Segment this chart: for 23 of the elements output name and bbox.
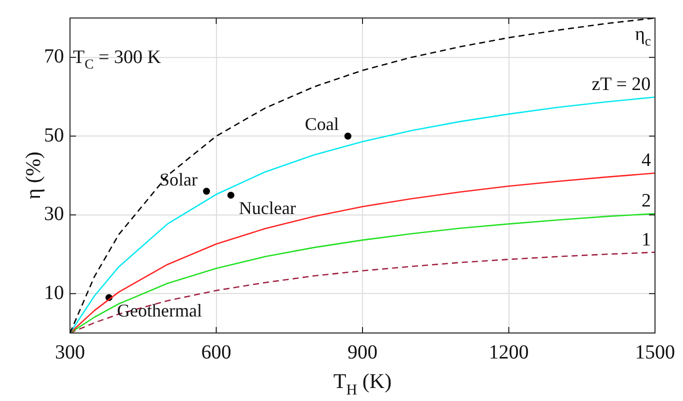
annotation: Geothermal bbox=[117, 300, 202, 321]
annotation: Coal bbox=[304, 114, 339, 134]
annotation: Solar bbox=[160, 169, 198, 190]
annotation: Nuclear bbox=[238, 198, 296, 218]
x-tick-label: 1500 bbox=[635, 341, 675, 364]
y-tick-label: 50 bbox=[44, 124, 64, 146]
series-label: 1 bbox=[642, 229, 651, 250]
x-tick-label: 300 bbox=[55, 341, 85, 364]
x-tick-label: 900 bbox=[348, 341, 378, 364]
line-series bbox=[70, 18, 655, 333]
series-label: zT = 20 bbox=[592, 74, 651, 96]
series-label: 2 bbox=[642, 190, 651, 212]
y-axis-title: η (%) bbox=[21, 152, 45, 200]
series-label: 4 bbox=[642, 150, 652, 172]
point bbox=[344, 132, 352, 140]
point bbox=[203, 188, 210, 195]
point bbox=[227, 192, 234, 199]
y-tick-label: 30 bbox=[44, 203, 64, 226]
y-tick-label: 10 bbox=[44, 282, 64, 304]
x-tick-label: 1200 bbox=[488, 341, 529, 364]
y-tick-label: 70 bbox=[44, 46, 64, 68]
x-tick-label: 600 bbox=[201, 341, 232, 364]
line-series bbox=[70, 252, 655, 333]
